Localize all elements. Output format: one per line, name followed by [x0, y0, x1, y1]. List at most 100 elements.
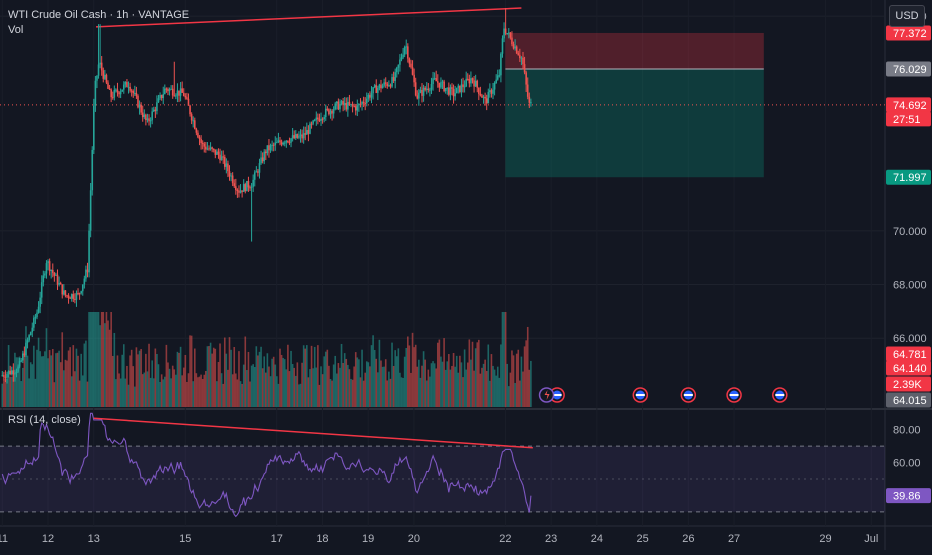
candle-body	[440, 82, 442, 88]
volume-bar	[274, 364, 277, 407]
candle-body	[452, 89, 455, 97]
candle-body	[490, 90, 493, 94]
volume-bar	[282, 357, 284, 407]
candle-body	[116, 89, 119, 93]
candle-body	[197, 132, 199, 138]
candle-body	[3, 375, 5, 377]
candle-body	[253, 172, 256, 180]
volume-bar	[249, 381, 251, 407]
time-tick-label: 23	[545, 533, 557, 545]
candle-body	[10, 370, 13, 375]
candle-body	[373, 85, 376, 88]
volume-bar	[435, 368, 438, 407]
candle-body	[358, 104, 360, 106]
volume-bar	[301, 362, 303, 407]
symbol-title[interactable]: WTI Crude Oil Cash · 1h · VANTAGE	[8, 9, 190, 21]
volume-bar	[83, 343, 86, 407]
volume-bar	[110, 312, 112, 407]
volume-bar	[459, 355, 461, 407]
volume-bar	[211, 353, 213, 407]
volume-bar	[498, 377, 501, 407]
candle-body	[15, 371, 18, 374]
volume-bar	[124, 378, 127, 407]
candle-body	[44, 273, 46, 276]
volume-bar	[159, 381, 161, 407]
candle-body	[223, 156, 226, 167]
candle-body	[216, 151, 218, 155]
volume-bar	[250, 365, 253, 407]
candle-body	[523, 64, 526, 73]
volume-bar	[310, 345, 313, 407]
volume-bar	[165, 344, 168, 407]
candle-body	[219, 154, 221, 161]
volume-bar	[484, 359, 486, 407]
candle-body	[317, 117, 319, 120]
volume-bar	[192, 381, 195, 407]
volume-bar	[476, 342, 479, 407]
volume-bar	[318, 384, 321, 407]
candle-body	[51, 269, 54, 273]
volume-bar	[375, 358, 378, 407]
volume-bar	[340, 343, 343, 407]
candle-body	[148, 118, 150, 122]
volume-bar	[389, 378, 392, 407]
price-tag-bg	[886, 111, 931, 127]
candle-body	[228, 171, 231, 177]
volume-bar	[134, 386, 136, 407]
volume-bar	[253, 366, 256, 407]
rsi-legend[interactable]: RSI (14, close)	[8, 414, 81, 426]
candle-body	[130, 90, 133, 92]
volume-bar	[407, 336, 409, 407]
candle-body	[203, 143, 206, 147]
candle-body	[457, 85, 460, 88]
volume-bar	[268, 366, 270, 407]
candle-body	[186, 97, 188, 99]
candle-body	[340, 101, 343, 105]
candle-body	[28, 335, 30, 341]
volume-bar	[58, 350, 60, 407]
volume-bar	[454, 366, 456, 407]
candle-body	[504, 28, 507, 34]
candle-body	[151, 111, 153, 121]
volume-bar	[246, 370, 248, 407]
candle-body	[64, 290, 67, 296]
candle-body	[276, 142, 278, 144]
volume-bar	[97, 312, 100, 407]
candle-body	[214, 149, 217, 155]
volume-bar	[260, 346, 262, 407]
candle-body	[478, 87, 480, 94]
volume-bar	[186, 381, 188, 407]
volume-bar	[23, 351, 26, 407]
candle-body	[328, 109, 330, 115]
candle-body	[441, 81, 444, 83]
candle-body	[152, 109, 155, 112]
candle-body	[63, 290, 65, 295]
volume-legend[interactable]: Vol	[8, 24, 24, 36]
volume-bar	[471, 341, 474, 407]
volume-bar	[522, 371, 524, 407]
volume-bar	[63, 370, 65, 407]
volume-bar	[255, 346, 258, 407]
volume-bar	[203, 374, 206, 407]
volume-bar	[28, 378, 30, 407]
candle-body	[132, 91, 135, 94]
candle-body	[208, 148, 210, 150]
volume-bar	[421, 365, 423, 407]
candle-body	[427, 88, 430, 90]
candle-body	[74, 298, 76, 300]
candle-body	[220, 156, 223, 161]
currency-button[interactable]: USD	[889, 5, 925, 27]
candle-body	[362, 102, 365, 104]
volume-bar	[258, 351, 261, 407]
volume-bar	[365, 361, 368, 407]
candle-body	[182, 92, 185, 96]
candle-body	[367, 95, 370, 99]
volume-bar	[93, 312, 95, 407]
candle-body	[383, 82, 385, 86]
volume-bar	[285, 369, 288, 407]
volume-bar	[20, 381, 23, 407]
volume-bar	[339, 367, 341, 407]
price-tag-vol-red: 64.781	[893, 349, 927, 361]
volume-bar	[320, 366, 322, 407]
